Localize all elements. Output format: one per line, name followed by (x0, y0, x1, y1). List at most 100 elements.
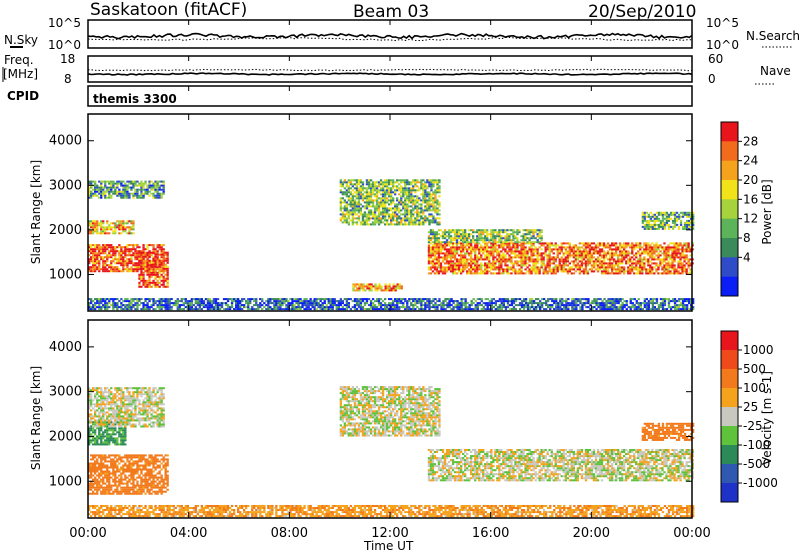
data-cell (212, 302, 216, 305)
data-cell (388, 217, 391, 220)
data-cell (486, 229, 489, 232)
data-cell (106, 186, 109, 189)
data-cell (313, 304, 316, 307)
data-cell (373, 215, 377, 218)
data-cell (150, 273, 153, 276)
data-cell (400, 298, 403, 301)
data-cell (647, 268, 650, 271)
data-cell (329, 300, 332, 303)
data-cell (659, 258, 662, 261)
data-cell (140, 257, 143, 260)
data-cell (394, 308, 397, 311)
data-cell (438, 221, 441, 224)
data-cell (534, 258, 537, 261)
data-cell (611, 264, 614, 267)
data-cell (641, 266, 644, 269)
data-cell (445, 268, 449, 271)
data-cell (602, 258, 606, 261)
data-cell (367, 304, 371, 307)
data-cell (98, 270, 101, 273)
data-cell (410, 211, 413, 214)
data-cell (156, 194, 159, 197)
data-cell (116, 304, 119, 307)
data-cell (504, 300, 508, 303)
data-cell (476, 241, 479, 244)
data-cell (688, 227, 691, 230)
data-cell (506, 272, 509, 275)
data-cell (90, 256, 93, 259)
data-cell (110, 196, 113, 199)
data-cell (216, 302, 220, 305)
data-cell (635, 244, 638, 247)
data-cell (372, 285, 375, 288)
data-cell (462, 308, 465, 311)
data-cell (363, 221, 367, 224)
data-cell (402, 195, 405, 198)
data-cell (635, 266, 638, 269)
data-cell (420, 211, 423, 214)
data-cell (586, 252, 590, 255)
data-cell (329, 306, 332, 309)
data-cell (404, 197, 407, 200)
data-cell (568, 242, 572, 245)
data-cell (506, 242, 509, 245)
data-cell (406, 211, 409, 214)
data-cell (392, 183, 395, 186)
data-cell (653, 215, 657, 218)
data-cell (429, 260, 433, 263)
data-cell (377, 185, 381, 188)
data-cell (431, 266, 435, 269)
data-cell (285, 308, 288, 311)
data-cell (404, 207, 407, 210)
data-cell (542, 262, 545, 265)
data-cell (588, 258, 592, 261)
data-cell (96, 184, 99, 187)
data-cell (518, 304, 522, 307)
data-cell (136, 244, 139, 247)
data-cell (582, 248, 586, 251)
data-cell (426, 201, 429, 204)
data-cell (645, 258, 648, 261)
data-cell (470, 258, 473, 261)
data-cell (510, 260, 513, 263)
data-cell (520, 254, 523, 257)
data-cell (369, 183, 373, 186)
data-cell (602, 250, 606, 253)
data-cell (307, 300, 310, 303)
data-cell (687, 250, 690, 253)
data-cell (522, 233, 525, 236)
data-cell (420, 221, 423, 224)
data-cell (470, 252, 473, 255)
data-cell (647, 254, 650, 257)
freq-panel: Freq. [MHz] 18 8 60 0 Nave (2, 52, 791, 86)
data-cell (182, 298, 185, 301)
data-cell (343, 217, 347, 220)
data-cell (406, 213, 409, 216)
data-cell (470, 256, 473, 259)
data-cell (504, 270, 507, 273)
data-cell (550, 256, 553, 259)
data-cell (381, 304, 385, 307)
data-cell (400, 185, 403, 188)
data-cell (502, 256, 505, 259)
data-cell (122, 256, 125, 259)
data-cell (572, 244, 576, 247)
data-cell (621, 268, 624, 271)
data-cell (150, 184, 153, 187)
data-cell (420, 304, 423, 307)
data-cell (647, 215, 651, 218)
data-cell (570, 250, 574, 253)
data-cell (371, 221, 375, 224)
data-cell (273, 308, 276, 311)
data-cell (116, 246, 119, 249)
data-cell (623, 242, 626, 245)
data-cell (427, 250, 431, 253)
data-cell (655, 227, 659, 230)
data-cell (243, 298, 246, 301)
data-cell (370, 287, 373, 290)
data-cell (257, 304, 260, 307)
data-cell (492, 241, 495, 244)
data-cell (349, 183, 353, 186)
data-cell (88, 188, 91, 191)
data-cell (128, 186, 131, 189)
